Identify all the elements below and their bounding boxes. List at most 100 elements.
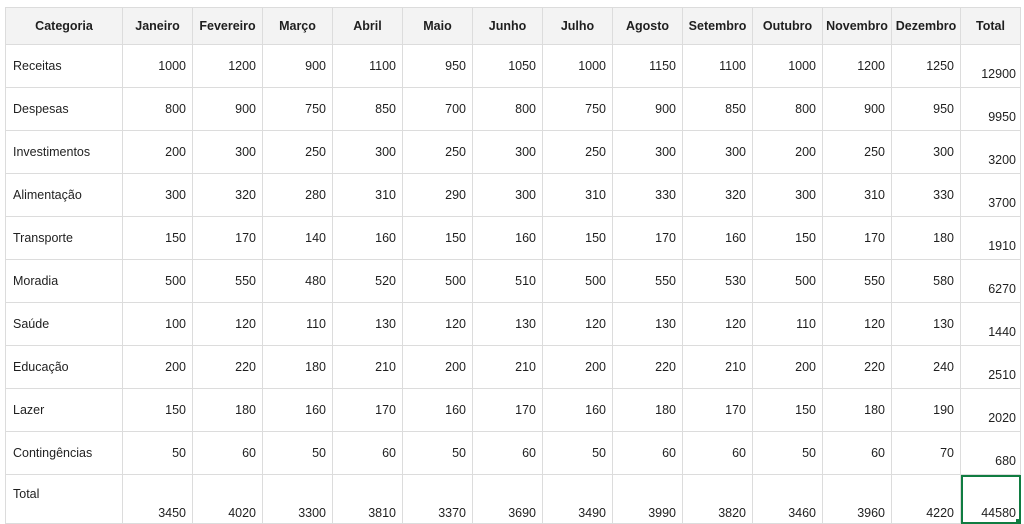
value-cell[interactable]: 510 bbox=[472, 259, 543, 303]
column-header[interactable]: Maio bbox=[402, 7, 473, 45]
column-header[interactable]: Dezembro bbox=[891, 7, 961, 45]
value-cell[interactable]: 50 bbox=[542, 431, 613, 475]
category-cell[interactable]: Contingências bbox=[5, 431, 123, 475]
value-cell[interactable]: 180 bbox=[822, 388, 892, 432]
value-cell[interactable]: 130 bbox=[472, 302, 543, 346]
value-cell[interactable]: 60 bbox=[612, 431, 683, 475]
value-cell[interactable]: 210 bbox=[472, 345, 543, 389]
value-cell[interactable]: 900 bbox=[262, 44, 333, 88]
value-cell[interactable]: 160 bbox=[332, 216, 403, 260]
value-cell[interactable]: 170 bbox=[822, 216, 892, 260]
value-cell[interactable]: 60 bbox=[682, 431, 753, 475]
value-cell[interactable]: 500 bbox=[402, 259, 473, 303]
value-cell[interactable]: 700 bbox=[402, 87, 473, 131]
value-cell[interactable]: 120 bbox=[402, 302, 473, 346]
value-cell[interactable]: 3370 bbox=[402, 474, 473, 524]
value-cell[interactable]: 800 bbox=[122, 87, 193, 131]
value-cell[interactable]: 120 bbox=[822, 302, 892, 346]
value-cell[interactable]: 1200 bbox=[822, 44, 892, 88]
category-cell[interactable]: Saúde bbox=[5, 302, 123, 346]
total-cell[interactable]: 1440 bbox=[960, 302, 1021, 346]
value-cell[interactable]: 200 bbox=[752, 345, 823, 389]
value-cell[interactable]: 200 bbox=[542, 345, 613, 389]
value-cell[interactable]: 220 bbox=[822, 345, 892, 389]
value-cell[interactable]: 950 bbox=[891, 87, 961, 131]
value-cell[interactable]: 190 bbox=[891, 388, 961, 432]
value-cell[interactable]: 3820 bbox=[682, 474, 753, 524]
fill-handle[interactable] bbox=[1016, 519, 1020, 523]
total-cell[interactable]: 12900 bbox=[960, 44, 1021, 88]
category-cell[interactable]: Despesas bbox=[5, 87, 123, 131]
value-cell[interactable]: 750 bbox=[262, 87, 333, 131]
value-cell[interactable]: 150 bbox=[402, 216, 473, 260]
value-cell[interactable]: 330 bbox=[891, 173, 961, 217]
value-cell[interactable]: 530 bbox=[682, 259, 753, 303]
value-cell[interactable]: 200 bbox=[402, 345, 473, 389]
value-cell[interactable]: 160 bbox=[542, 388, 613, 432]
value-cell[interactable]: 520 bbox=[332, 259, 403, 303]
value-cell[interactable]: 310 bbox=[822, 173, 892, 217]
category-cell[interactable]: Educação bbox=[5, 345, 123, 389]
value-cell[interactable]: 1150 bbox=[612, 44, 683, 88]
category-cell[interactable]: Receitas bbox=[5, 44, 123, 88]
value-cell[interactable]: 900 bbox=[822, 87, 892, 131]
value-cell[interactable]: 210 bbox=[332, 345, 403, 389]
value-cell[interactable]: 900 bbox=[612, 87, 683, 131]
value-cell[interactable]: 3490 bbox=[542, 474, 613, 524]
value-cell[interactable]: 300 bbox=[682, 130, 753, 174]
value-cell[interactable]: 200 bbox=[122, 345, 193, 389]
column-header[interactable]: Janeiro bbox=[122, 7, 193, 45]
value-cell[interactable]: 70 bbox=[891, 431, 961, 475]
value-cell[interactable]: 120 bbox=[682, 302, 753, 346]
category-cell[interactable]: Transporte bbox=[5, 216, 123, 260]
value-cell[interactable]: 800 bbox=[752, 87, 823, 131]
category-cell[interactable]: Investimentos bbox=[5, 130, 123, 174]
category-cell[interactable]: Moradia bbox=[5, 259, 123, 303]
column-header[interactable]: Junho bbox=[472, 7, 543, 45]
value-cell[interactable]: 120 bbox=[192, 302, 263, 346]
value-cell[interactable]: 300 bbox=[192, 130, 263, 174]
value-cell[interactable]: 200 bbox=[752, 130, 823, 174]
total-cell[interactable]: 6270 bbox=[960, 259, 1021, 303]
value-cell[interactable]: 150 bbox=[752, 388, 823, 432]
total-cell[interactable]: 3200 bbox=[960, 130, 1021, 174]
value-cell[interactable]: 210 bbox=[682, 345, 753, 389]
value-cell[interactable]: 850 bbox=[332, 87, 403, 131]
value-cell[interactable]: 200 bbox=[122, 130, 193, 174]
value-cell[interactable]: 250 bbox=[542, 130, 613, 174]
column-header[interactable]: Fevereiro bbox=[192, 7, 263, 45]
value-cell[interactable]: 160 bbox=[682, 216, 753, 260]
value-cell[interactable]: 130 bbox=[612, 302, 683, 346]
value-cell[interactable]: 3960 bbox=[822, 474, 892, 524]
column-header[interactable]: Setembro bbox=[682, 7, 753, 45]
value-cell[interactable]: 180 bbox=[262, 345, 333, 389]
total-cell[interactable]: 3700 bbox=[960, 173, 1021, 217]
value-cell[interactable]: 580 bbox=[891, 259, 961, 303]
value-cell[interactable]: 300 bbox=[472, 173, 543, 217]
value-cell[interactable]: 150 bbox=[122, 388, 193, 432]
value-cell[interactable]: 750 bbox=[542, 87, 613, 131]
value-cell[interactable]: 300 bbox=[752, 173, 823, 217]
value-cell[interactable]: 60 bbox=[192, 431, 263, 475]
value-cell[interactable]: 500 bbox=[752, 259, 823, 303]
column-header[interactable]: Total bbox=[960, 7, 1021, 45]
value-cell[interactable]: 160 bbox=[262, 388, 333, 432]
value-cell[interactable]: 1100 bbox=[682, 44, 753, 88]
value-cell[interactable]: 310 bbox=[332, 173, 403, 217]
value-cell[interactable]: 1000 bbox=[752, 44, 823, 88]
value-cell[interactable]: 1050 bbox=[472, 44, 543, 88]
value-cell[interactable]: 320 bbox=[682, 173, 753, 217]
value-cell[interactable]: 1100 bbox=[332, 44, 403, 88]
value-cell[interactable]: 3810 bbox=[332, 474, 403, 524]
value-cell[interactable]: 150 bbox=[542, 216, 613, 260]
value-cell[interactable]: 140 bbox=[262, 216, 333, 260]
value-cell[interactable]: 500 bbox=[122, 259, 193, 303]
value-cell[interactable]: 150 bbox=[122, 216, 193, 260]
total-cell[interactable]: 1910 bbox=[960, 216, 1021, 260]
value-cell[interactable]: 1000 bbox=[122, 44, 193, 88]
value-cell[interactable]: 50 bbox=[262, 431, 333, 475]
total-cell[interactable]: 680 bbox=[960, 431, 1021, 475]
value-cell[interactable]: 160 bbox=[472, 216, 543, 260]
total-cell[interactable]: 9950 bbox=[960, 87, 1021, 131]
value-cell[interactable]: 550 bbox=[192, 259, 263, 303]
